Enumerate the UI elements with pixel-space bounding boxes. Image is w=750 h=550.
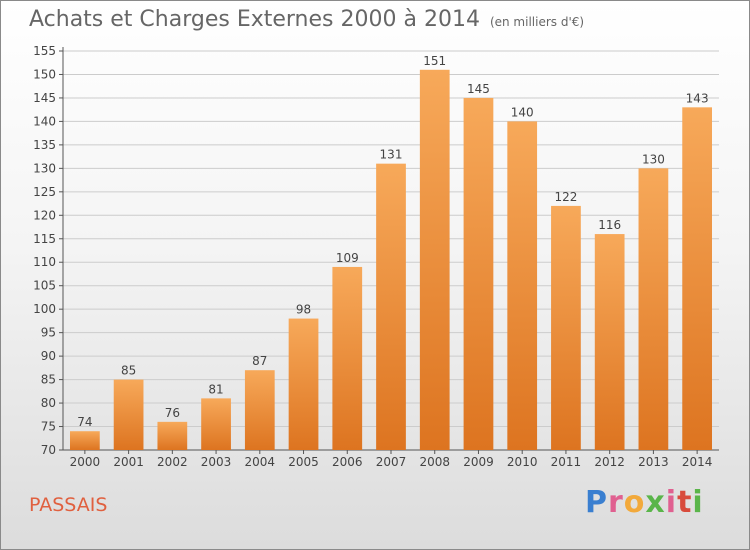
x-tick-label-2002: 2002	[157, 455, 188, 469]
x-tick-label-2005: 2005	[288, 455, 319, 469]
x-tick-label-2008: 2008	[419, 455, 450, 469]
y-tick-label: 140	[33, 114, 56, 128]
data-label-2001: 85	[121, 364, 136, 378]
data-label-2010: 140	[511, 105, 534, 119]
y-tick-label: 70	[41, 443, 56, 457]
y-tick-label: 135	[33, 138, 56, 152]
data-label-2004: 87	[252, 354, 267, 368]
bar-2000	[69, 431, 100, 450]
x-tick-label-2007: 2007	[376, 455, 407, 469]
y-tick-label: 75	[41, 420, 56, 434]
y-tick-label: 85	[41, 373, 56, 387]
x-tick-label-2009: 2009	[463, 455, 494, 469]
bar-2009	[463, 97, 494, 451]
bar-2002	[157, 421, 188, 450]
y-tick-label: 90	[41, 349, 56, 363]
bar-2012	[594, 234, 625, 450]
x-tick-label-2006: 2006	[332, 455, 363, 469]
data-label-2008: 151	[423, 54, 446, 68]
x-tick-label-2010: 2010	[507, 455, 538, 469]
y-tick-label: 155	[33, 44, 56, 58]
y-tick-label: 100	[33, 302, 56, 316]
y-tick-label: 105	[33, 279, 56, 293]
commune-name: PASSAIS	[29, 494, 108, 516]
bar-2001	[113, 379, 144, 450]
x-tick-label-2013: 2013	[638, 455, 669, 469]
x-tick-label-2004: 2004	[245, 455, 276, 469]
data-label-2007: 131	[380, 148, 403, 162]
chart-title-text: Achats et Charges Externes 2000 à 2014	[29, 7, 480, 32]
data-label-2012: 116	[598, 218, 621, 232]
bar-2004	[244, 370, 275, 450]
bar-2008	[419, 69, 450, 450]
y-tick-label: 80	[41, 396, 56, 410]
bar-2014	[682, 107, 713, 451]
bar-2010	[507, 121, 538, 450]
bar-2007	[376, 163, 406, 451]
data-label-2009: 145	[467, 82, 490, 96]
bar-2005	[288, 318, 319, 450]
y-tick-label: 95	[41, 326, 56, 340]
x-tick-label-2014: 2014	[682, 455, 713, 469]
data-label-2000: 74	[77, 415, 92, 429]
x-tick-label-2003: 2003	[201, 455, 232, 469]
data-label-2002: 76	[165, 406, 180, 420]
data-label-2005: 98	[296, 303, 311, 317]
y-tick-label: 145	[33, 91, 56, 105]
y-tick-label: 120	[33, 208, 56, 222]
proxiti-logo: Proxiti	[585, 485, 704, 520]
y-tick-label: 110	[33, 255, 56, 269]
data-label-2011: 122	[554, 190, 577, 204]
data-label-2014: 143	[686, 91, 709, 105]
data-label-2013: 130	[642, 152, 665, 166]
y-tick-label: 115	[33, 232, 56, 246]
data-label-2006: 109	[336, 251, 359, 265]
bar-2011	[551, 205, 581, 450]
chart-unit: (en milliers d'€)	[489, 15, 585, 29]
x-tick-label-2000: 2000	[70, 455, 101, 469]
y-tick-label: 150	[33, 67, 56, 81]
y-tick-label: 130	[33, 161, 56, 175]
y-tick-label: 125	[33, 185, 56, 199]
bar-2006	[332, 266, 363, 450]
bar-2003	[201, 398, 231, 450]
x-tick-label-2011: 2011	[551, 455, 582, 469]
x-tick-label-2001: 2001	[113, 455, 144, 469]
bar-2013	[638, 168, 669, 450]
chart-title: Achats et Charges Externes 2000 à 2014 (e…	[29, 7, 584, 32]
x-tick-label-2012: 2012	[594, 455, 625, 469]
data-label-2003: 81	[208, 382, 223, 396]
